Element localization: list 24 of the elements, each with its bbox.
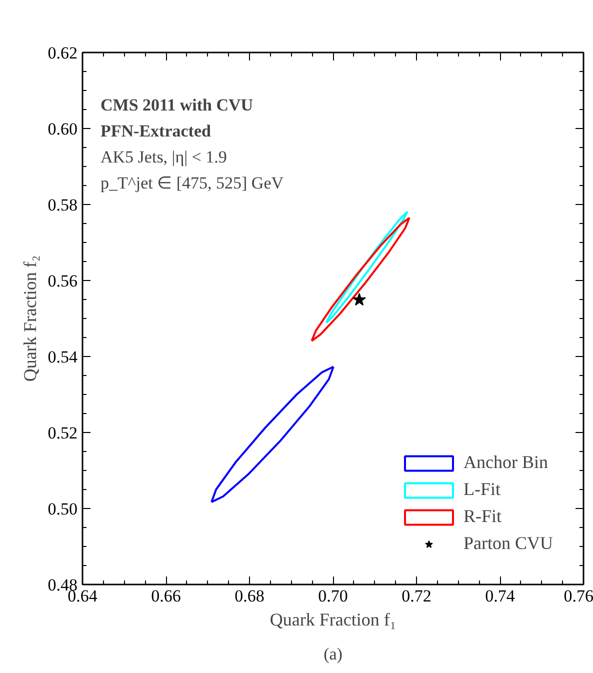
y-tick-label: 0.50	[48, 500, 78, 518]
x-axis-title: Quark Fraction f₁	[270, 610, 396, 630]
text: (a)	[324, 644, 342, 664]
y-tick-label: 0.62	[48, 44, 78, 62]
y-tick-label: 0.52	[48, 424, 78, 442]
x-tick-label: 0.68	[234, 586, 264, 606]
y-tick-label: 0.58	[48, 196, 78, 214]
annotation: CMS 2011 with CVU	[100, 96, 254, 114]
annotation: p_T^jet ∈ [475, 525] GeV	[100, 174, 284, 192]
legend-label: Parton CVU	[464, 533, 553, 554]
annotation: AK5 Jets, |η| < 1.9	[100, 148, 227, 166]
y-tick-label: 0.56	[48, 272, 78, 290]
x-tick-label: 0.70	[318, 586, 348, 606]
x-tick-label: 0.74	[485, 586, 516, 606]
x-tick-label: 0.72	[402, 586, 432, 606]
y-tick-label: 0.60	[48, 120, 78, 138]
annotation: PFN-Extracted	[100, 122, 212, 140]
x-tick-label: 0.76	[564, 586, 593, 606]
x-tick-label: 0.66	[151, 586, 181, 606]
legend-label: R-Fit	[464, 506, 502, 527]
legend-label: Anchor Bin	[464, 452, 548, 473]
y-axis-title: Quark Fraction f₂	[20, 255, 40, 382]
legend-label: L-Fit	[464, 479, 501, 500]
y-tick-label: 0.54	[48, 348, 78, 366]
